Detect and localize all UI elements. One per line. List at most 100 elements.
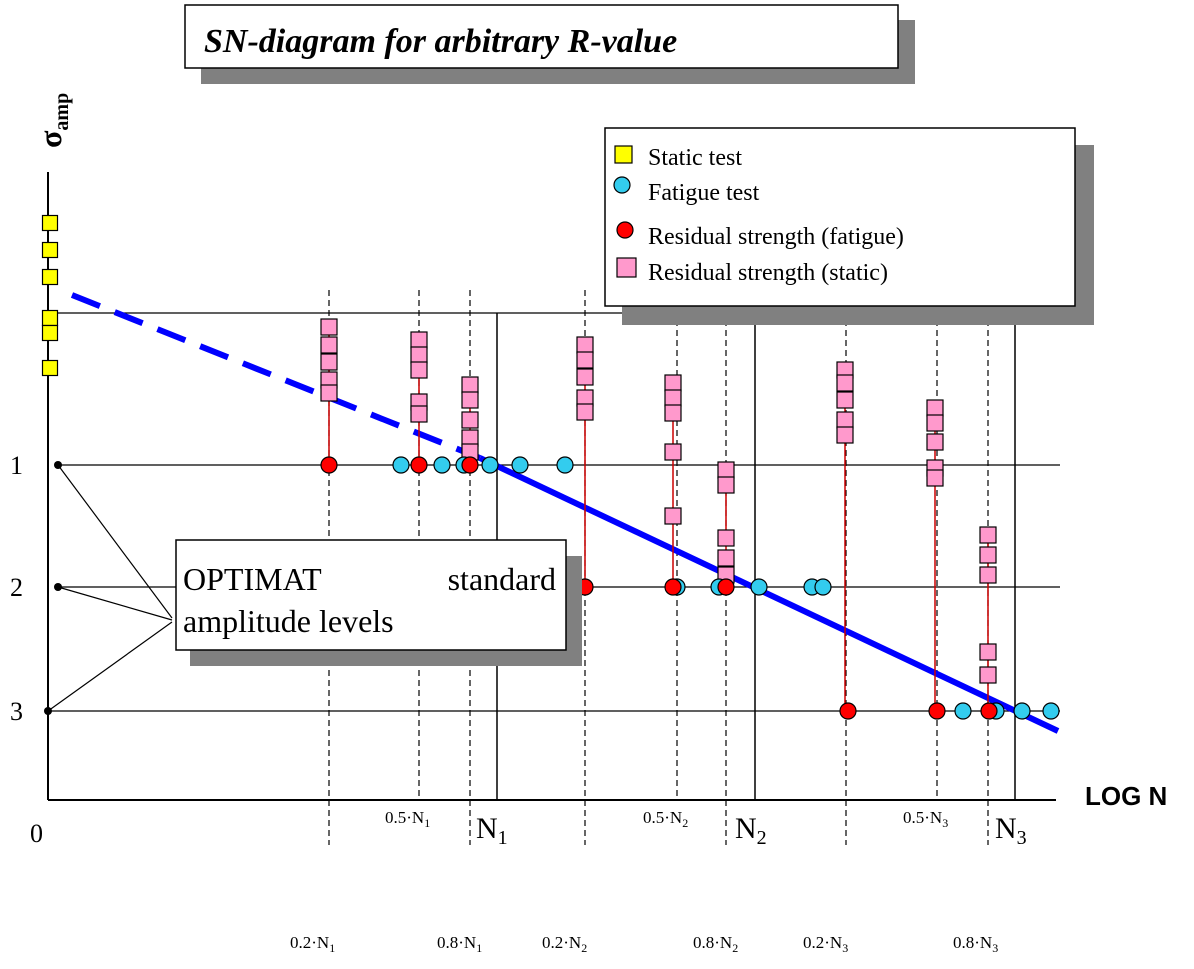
residual-static-marker bbox=[836, 391, 854, 409]
leader-line bbox=[57, 464, 173, 619]
legend-static-label: Static test bbox=[648, 145, 742, 171]
callout-text-standard: standard bbox=[448, 561, 556, 597]
n-labels: N1 N2 N3 bbox=[476, 812, 1027, 849]
residual-static-marker bbox=[664, 374, 682, 392]
fraction-label-02n1: 0.2·N1 bbox=[290, 933, 335, 955]
level-label-1: 1 bbox=[10, 451, 23, 480]
residual-static-marker bbox=[836, 411, 854, 429]
residual-static-marker bbox=[979, 526, 997, 544]
fatigue-test-marker bbox=[556, 456, 574, 474]
residual-static-marker bbox=[717, 476, 735, 494]
residual-static-marker bbox=[979, 666, 997, 684]
sn-curve-extrapolated bbox=[70, 292, 482, 461]
residual-static-marker bbox=[926, 399, 944, 417]
data-markers bbox=[41, 214, 1060, 720]
residual-static-marker bbox=[461, 391, 479, 409]
residual-static-marker bbox=[320, 336, 338, 354]
n1-label: N1 bbox=[476, 812, 508, 849]
n3-label: N3 bbox=[995, 812, 1027, 849]
residual-static-marker bbox=[664, 507, 682, 525]
fraction-label-05n3: 0.5·N3 bbox=[903, 808, 948, 830]
fatigue-test-marker bbox=[481, 456, 499, 474]
residual-static-marker bbox=[576, 368, 594, 386]
residual-static-marker bbox=[979, 566, 997, 584]
residual-static-marker bbox=[461, 376, 479, 394]
y-axis-label: σamp bbox=[32, 93, 73, 148]
fatigue-test-marker bbox=[392, 456, 410, 474]
residual-fatigue-marker bbox=[839, 702, 857, 720]
residual-static-marker bbox=[836, 374, 854, 392]
fatigue-test-marker bbox=[1042, 702, 1060, 720]
level-label-2: 2 bbox=[10, 573, 23, 602]
fraction-label-08n1: 0.8·N1 bbox=[437, 933, 482, 955]
residual-static-marker bbox=[320, 318, 338, 336]
fatigue-test-marker bbox=[433, 456, 451, 474]
residual-static-marker bbox=[461, 411, 479, 429]
fraction-label-08n2: 0.8·N2 bbox=[693, 933, 738, 955]
residual-fatigue-marker bbox=[664, 578, 682, 596]
fatigue-test-marker bbox=[511, 456, 529, 474]
residual-static-marker bbox=[410, 361, 428, 379]
fatigue-test-marker bbox=[954, 702, 972, 720]
legend-fatigue-marker bbox=[613, 176, 631, 194]
fraction-label-08n3: 0.8·N3 bbox=[953, 933, 998, 955]
static-test-marker bbox=[41, 309, 59, 327]
residual-static-marker bbox=[926, 469, 944, 487]
callout-box: OPTIMAT standard amplitude levels bbox=[175, 539, 582, 666]
callout-leaders bbox=[47, 464, 173, 712]
residual-static-marker bbox=[664, 404, 682, 422]
title-box: SN-diagram for arbitrary R-value bbox=[184, 4, 915, 84]
fatigue-test-marker bbox=[750, 578, 768, 596]
residual-static-marker bbox=[320, 353, 338, 371]
level-label-3: 3 bbox=[10, 697, 23, 726]
residual-static-marker bbox=[717, 529, 735, 547]
residual-static-marker bbox=[576, 351, 594, 369]
residual-static-marker bbox=[410, 346, 428, 364]
residual-fatigue-marker bbox=[980, 702, 998, 720]
static-test-marker bbox=[41, 359, 59, 377]
legend-residual-static-label: Residual strength (static) bbox=[648, 260, 888, 286]
sn-curve bbox=[478, 455, 1060, 734]
residual-static-marker bbox=[664, 389, 682, 407]
callout-text-amplitude-levels: amplitude levels bbox=[183, 603, 394, 639]
fraction-label-05n2: 0.5·N2 bbox=[643, 808, 688, 830]
residual-static-marker bbox=[717, 549, 735, 567]
n2-label: N2 bbox=[735, 812, 767, 849]
residual-static-marker bbox=[576, 403, 594, 421]
legend-static-marker bbox=[614, 145, 633, 164]
residual-fatigue-marker bbox=[320, 456, 338, 474]
leader-line bbox=[47, 621, 173, 712]
static-test-marker bbox=[41, 268, 59, 286]
legend-fatigue-label: Fatigue test bbox=[648, 180, 760, 206]
residual-static-marker bbox=[664, 443, 682, 461]
leader-line bbox=[57, 586, 173, 621]
legend: Static test Fatigue test Residual streng… bbox=[604, 127, 1094, 325]
static-test-marker bbox=[41, 324, 59, 342]
x-axis-label: LOG N bbox=[1085, 781, 1167, 811]
residual-static-marker bbox=[836, 426, 854, 444]
residual-static-marker bbox=[926, 414, 944, 432]
fatigue-test-marker bbox=[1013, 702, 1031, 720]
residual-fatigue-marker bbox=[461, 456, 479, 474]
residual-static-marker bbox=[926, 433, 944, 451]
residual-static-marker bbox=[410, 331, 428, 349]
fraction-labels: 0.2·N1 0.5·N1 0.8·N1 0.2·N2 0.5·N2 0.8·N… bbox=[290, 808, 998, 955]
fatigue-test-marker bbox=[814, 578, 832, 596]
callout-text-optimat: OPTIMAT bbox=[183, 561, 322, 597]
residual-static-marker bbox=[979, 546, 997, 564]
origin-label: 0 bbox=[30, 819, 43, 848]
residual-static-marker bbox=[717, 461, 735, 479]
residual-static-marker bbox=[410, 405, 428, 423]
static-test-marker bbox=[41, 214, 59, 232]
residual-fatigue-marker bbox=[928, 702, 946, 720]
legend-residual-static-marker bbox=[616, 257, 637, 278]
callout-frame bbox=[175, 539, 567, 651]
static-test-marker bbox=[41, 241, 59, 259]
fraction-label-02n2: 0.2·N2 bbox=[542, 933, 587, 955]
fraction-label-05n1: 0.5·N1 bbox=[385, 808, 430, 830]
legend-frame bbox=[604, 127, 1076, 307]
legend-residual-fatigue-marker bbox=[616, 221, 634, 239]
legend-residual-fatigue-label: Residual strength (fatigue) bbox=[648, 224, 904, 250]
fraction-label-02n3: 0.2·N3 bbox=[803, 933, 848, 955]
